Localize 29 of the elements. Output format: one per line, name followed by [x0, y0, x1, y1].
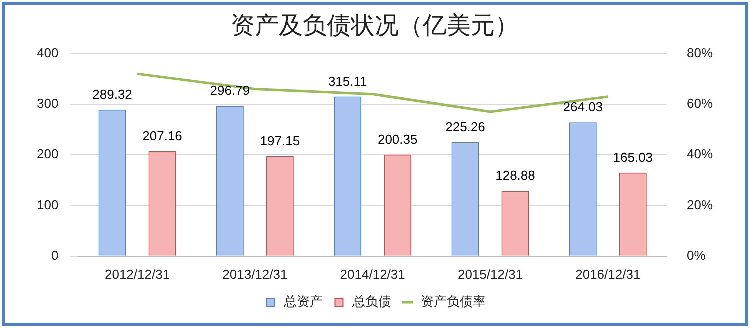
data-label: 197.15 — [260, 134, 300, 149]
y2-tick-label: 40% — [686, 146, 714, 162]
data-label: 264.03 — [563, 100, 604, 115]
y2-tick-label: 60% — [686, 96, 714, 112]
legend-label: 总负债 — [351, 294, 392, 310]
y-tick-label: 200 — [36, 146, 59, 162]
data-label: 200.35 — [378, 132, 418, 147]
legend-label: 总资产 — [282, 294, 323, 310]
data-label: 315.11 — [328, 74, 368, 89]
data-label: 225.26 — [446, 119, 486, 134]
y2-tick-label: 0% — [686, 248, 706, 263]
x-tick-label: 2013/12/31 — [222, 266, 288, 282]
y2-tick-label: 20% — [686, 197, 714, 212]
x-tick-label: 2012/12/31 — [104, 266, 170, 282]
y-tick-label: 0 — [51, 248, 59, 263]
x-tick-label: 2016/12/31 — [576, 266, 641, 282]
data-label: 165.03 — [613, 150, 654, 165]
legend-label: 资产负债率 — [420, 294, 486, 310]
x-tick-label: 2014/12/31 — [340, 266, 406, 282]
data-label: 296.79 — [210, 83, 250, 98]
data-label: 128.88 — [496, 168, 536, 184]
data-label: 207.16 — [142, 128, 182, 144]
y2-tick-label: 80% — [686, 45, 714, 60]
y-tick-label: 300 — [36, 96, 59, 112]
x-tick-label: 2015/12/31 — [458, 266, 524, 282]
y-tick-label: 400 — [36, 45, 59, 60]
y-tick-label: 100 — [36, 197, 59, 212]
chart-title: 资产及负债状况（亿美元） — [231, 12, 519, 40]
data-label: 289.32 — [92, 86, 132, 102]
